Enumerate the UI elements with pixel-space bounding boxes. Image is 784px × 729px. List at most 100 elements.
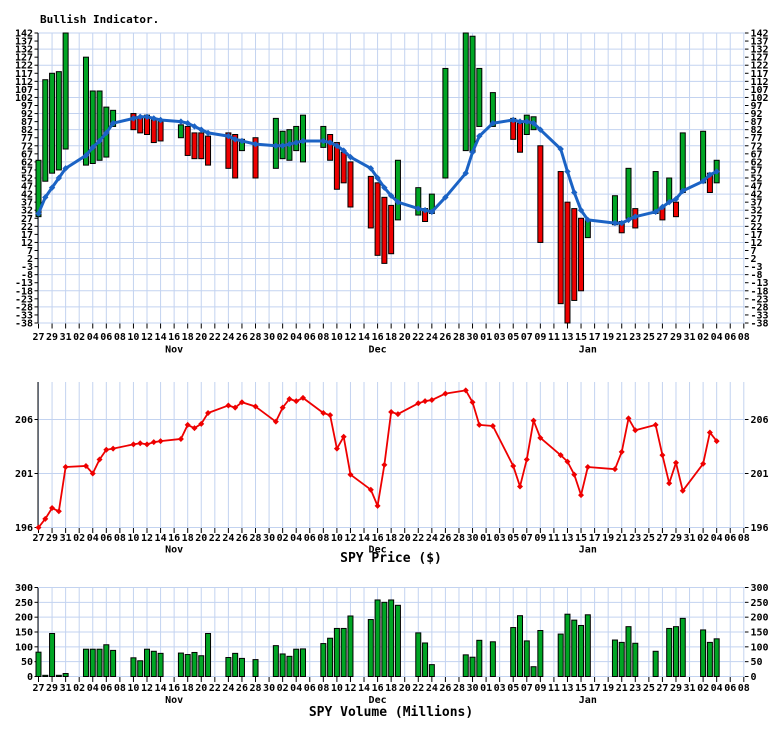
- svg-text:27: 27: [32, 533, 44, 544]
- svg-text:62: 62: [751, 157, 763, 168]
- svg-text:11: 11: [548, 332, 560, 343]
- svg-text:03: 03: [494, 533, 506, 544]
- svg-text:0: 0: [27, 672, 33, 683]
- svg-text:14: 14: [358, 533, 370, 544]
- price-chart-title: SPY Price ($): [340, 551, 442, 566]
- svg-text:29: 29: [46, 533, 58, 544]
- svg-text:28: 28: [453, 683, 465, 694]
- svg-text:12: 12: [21, 238, 33, 249]
- svg-text:10: 10: [331, 332, 343, 343]
- svg-text:47: 47: [751, 182, 763, 193]
- svg-text:07: 07: [521, 533, 533, 544]
- svg-text:Jan: Jan: [579, 545, 597, 556]
- svg-text:11: 11: [548, 533, 560, 544]
- svg-text:29: 29: [46, 332, 58, 343]
- svg-text:132: 132: [15, 45, 33, 56]
- svg-text:02: 02: [277, 332, 289, 343]
- svg-text:18: 18: [385, 683, 397, 694]
- svg-text:12: 12: [141, 683, 153, 694]
- svg-text:27: 27: [656, 683, 668, 694]
- svg-text:196: 196: [751, 523, 769, 534]
- svg-text:28: 28: [249, 332, 261, 343]
- svg-text:31: 31: [684, 332, 696, 343]
- svg-text:47: 47: [21, 182, 33, 193]
- svg-text:10: 10: [127, 533, 139, 544]
- svg-text:22: 22: [209, 533, 221, 544]
- svg-text:Dec: Dec: [369, 695, 387, 706]
- svg-text:14: 14: [155, 332, 167, 343]
- svg-text:-23: -23: [751, 294, 769, 305]
- svg-text:122: 122: [15, 61, 33, 72]
- svg-text:10: 10: [127, 332, 139, 343]
- svg-text:17: 17: [21, 230, 33, 241]
- svg-text:26: 26: [236, 332, 248, 343]
- svg-text:05: 05: [507, 332, 519, 343]
- svg-text:-13: -13: [15, 278, 33, 289]
- svg-text:20: 20: [399, 683, 411, 694]
- svg-text:02: 02: [73, 533, 85, 544]
- svg-text:30: 30: [467, 533, 479, 544]
- svg-text:16: 16: [372, 683, 384, 694]
- svg-text:19: 19: [602, 332, 614, 343]
- svg-text:12: 12: [141, 533, 153, 544]
- svg-text:72: 72: [751, 141, 763, 152]
- svg-text:08: 08: [317, 533, 329, 544]
- svg-text:24: 24: [222, 332, 234, 343]
- svg-text:Jan: Jan: [579, 695, 597, 706]
- svg-text:24: 24: [426, 533, 438, 544]
- svg-text:42: 42: [21, 190, 33, 201]
- svg-text:250: 250: [751, 598, 769, 609]
- svg-text:14: 14: [358, 683, 370, 694]
- svg-text:27: 27: [32, 683, 44, 694]
- svg-text:37: 37: [21, 198, 33, 209]
- svg-text:12: 12: [141, 332, 153, 343]
- svg-text:42: 42: [751, 190, 763, 201]
- svg-text:-8: -8: [21, 270, 33, 281]
- svg-text:-18: -18: [15, 286, 33, 297]
- svg-text:08: 08: [738, 332, 750, 343]
- svg-text:02: 02: [697, 332, 709, 343]
- svg-text:22: 22: [412, 332, 424, 343]
- svg-text:30: 30: [263, 533, 275, 544]
- svg-text:04: 04: [711, 683, 723, 694]
- svg-text:26: 26: [439, 683, 451, 694]
- svg-text:22: 22: [209, 683, 221, 694]
- svg-text:02: 02: [73, 332, 85, 343]
- svg-text:14: 14: [155, 683, 167, 694]
- svg-text:28: 28: [453, 533, 465, 544]
- svg-text:28: 28: [249, 533, 261, 544]
- svg-text:82: 82: [751, 125, 763, 136]
- svg-text:01: 01: [480, 332, 492, 343]
- svg-text:02: 02: [277, 533, 289, 544]
- svg-text:26: 26: [236, 533, 248, 544]
- svg-text:87: 87: [751, 117, 763, 128]
- svg-text:06: 06: [724, 332, 736, 343]
- svg-text:29: 29: [670, 332, 682, 343]
- svg-text:04: 04: [87, 533, 99, 544]
- bullish-chart-title: Bullish Indicator.: [40, 13, 159, 26]
- svg-text:20: 20: [195, 683, 207, 694]
- svg-text:30: 30: [467, 332, 479, 343]
- svg-text:23: 23: [629, 533, 641, 544]
- svg-text:20: 20: [195, 533, 207, 544]
- svg-text:102: 102: [15, 93, 33, 104]
- svg-text:16: 16: [372, 332, 384, 343]
- svg-text:04: 04: [711, 533, 723, 544]
- svg-text:04: 04: [87, 683, 99, 694]
- svg-text:107: 107: [15, 85, 33, 96]
- svg-text:24: 24: [222, 683, 234, 694]
- svg-text:27: 27: [32, 332, 44, 343]
- svg-text:17: 17: [589, 533, 601, 544]
- svg-text:04: 04: [711, 332, 723, 343]
- svg-text:04: 04: [290, 533, 302, 544]
- svg-text:22: 22: [21, 222, 33, 233]
- svg-text:77: 77: [751, 133, 763, 144]
- svg-text:107: 107: [751, 85, 769, 96]
- svg-text:127: 127: [751, 53, 769, 64]
- svg-text:08: 08: [738, 533, 750, 544]
- svg-text:-33: -33: [751, 310, 769, 321]
- svg-text:150: 150: [15, 628, 33, 639]
